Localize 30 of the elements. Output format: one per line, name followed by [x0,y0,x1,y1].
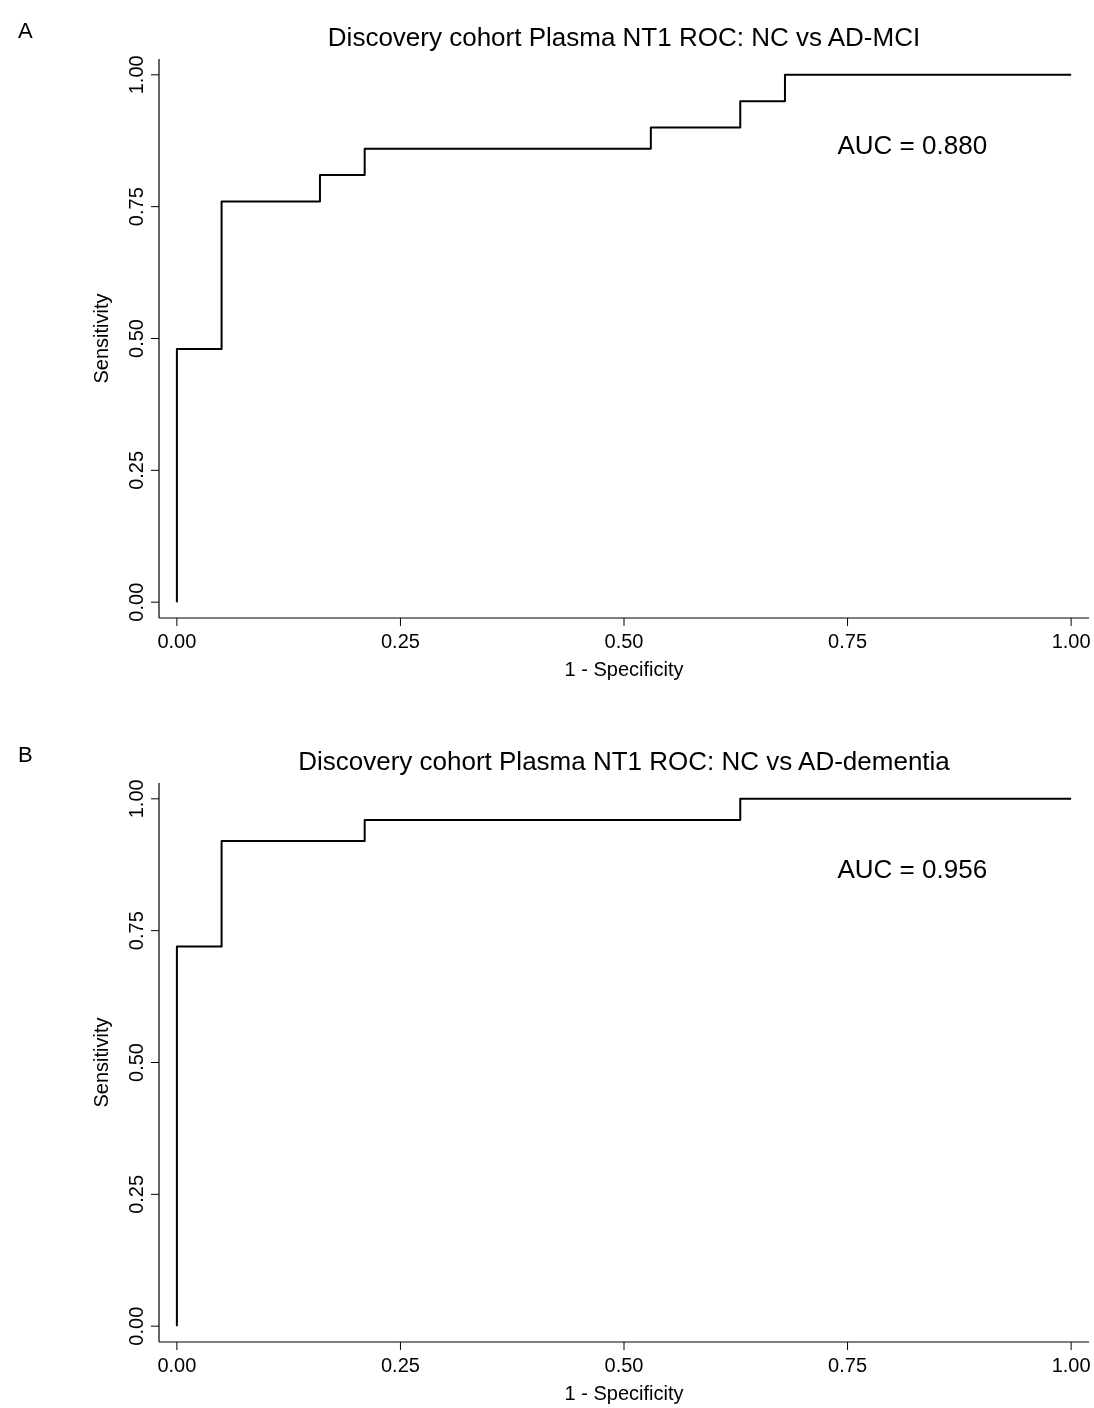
x-tick-label: 0.25 [380,1354,420,1376]
text: A [18,18,33,43]
x-tick-label: 0.25 [380,630,420,652]
y-axis-title: Sensitivity [90,293,112,384]
y-tick-label: 0.25 [125,450,147,490]
y-tick-label: 0.75 [125,911,147,951]
x-tick-label: 0.75 [828,1354,868,1376]
y-tick-label: 0.50 [125,1043,147,1082]
text: B [18,742,33,767]
y-tick-label: 0.50 [125,319,147,358]
y-tick-label: 0.00 [125,582,147,622]
x-axis-title: 1 - Specificity [564,1382,684,1404]
y-tick-label: 0.75 [125,187,147,227]
y-tick-label: 1.00 [125,779,147,819]
x-tick-label: 0.00 [157,1354,197,1376]
y-axis-title: Sensitivity [90,1017,112,1108]
x-tick-label: 1.00 [1051,630,1091,652]
annotation: AUC = 0.880 [837,130,988,161]
x-tick-label: 0.00 [157,630,197,652]
chart-title: Discovery cohort Plasma NT1 ROC: NC vs AD-dementia [298,746,951,776]
x-tick-label: 1.00 [1051,1354,1091,1376]
x-tick-label: 0.50 [604,630,644,652]
x-axis-title: 1 - Specificity [564,658,684,680]
x-tick-label: 0.50 [604,1354,644,1376]
annotation: AUC = 0.956 [837,854,988,885]
y-tick-label: 1.00 [125,55,147,95]
chart-title: Discovery cohort Plasma NT1 ROC: NC vs AD-MCI [327,22,921,52]
x-tick-label: 0.75 [828,630,868,652]
y-tick-label: 0.25 [125,1174,147,1214]
y-tick-label: 0.00 [125,1306,147,1346]
